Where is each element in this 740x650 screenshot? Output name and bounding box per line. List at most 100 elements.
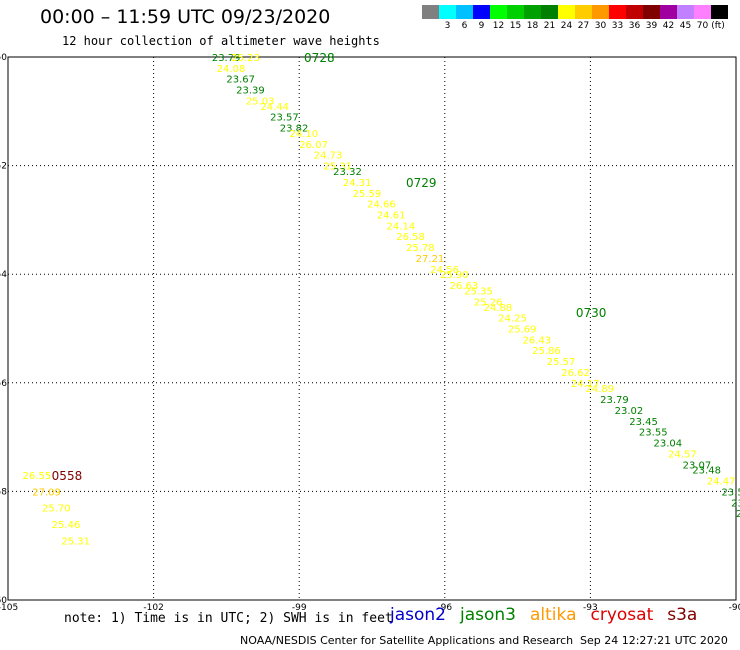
swh-data-label: 24.10 bbox=[289, 129, 318, 140]
y-tick-label: -52 bbox=[0, 162, 7, 172]
legend-cryosat: cryosat bbox=[590, 605, 654, 625]
swh-data-label: 23.55 bbox=[639, 428, 668, 439]
colorbar-swatch bbox=[711, 5, 728, 19]
x-tick-label: -90 bbox=[729, 603, 740, 610]
swh-data-label: 25.70 bbox=[42, 504, 71, 515]
y-tick-label: -56 bbox=[0, 379, 7, 389]
swh-data-label: 24.89 bbox=[586, 384, 615, 395]
colorbar-swatch bbox=[694, 5, 711, 19]
swh-data-label: 23.02 bbox=[615, 406, 644, 417]
swh-data-label: 25.23 bbox=[231, 53, 260, 64]
track-time-label: 0728 bbox=[304, 51, 335, 65]
x-tick-label: -105 bbox=[0, 603, 18, 610]
swh-data-label: 23.79 bbox=[600, 395, 629, 406]
swh-data-label: 25.90 bbox=[440, 270, 469, 281]
swh-data-label: 24.56 bbox=[430, 265, 459, 276]
colorbar-swatch bbox=[490, 5, 507, 19]
colorbar-tick-label: 27 bbox=[577, 21, 590, 31]
colorbar-swatch bbox=[575, 5, 592, 19]
legend-jason2: jason2 bbox=[390, 605, 446, 625]
colorbar-tick-label: 12 bbox=[492, 21, 505, 31]
swh-data-label: 23.07 bbox=[683, 460, 712, 471]
x-tick-label: -102 bbox=[143, 603, 163, 610]
swh-data-label: 24.73 bbox=[314, 151, 343, 162]
legend-s3a: s3a bbox=[667, 605, 698, 625]
y-tick-label: -60 bbox=[0, 596, 7, 606]
colorbar-tick-label: 6 bbox=[461, 21, 468, 31]
swh-data-label: 27.09 bbox=[32, 487, 61, 498]
colorbar-swatch bbox=[524, 5, 541, 19]
colorbar-labels: 3 6 9 12 15 18 21 24 27 30 33 36 39 42 45 70 (ft) bbox=[422, 19, 740, 31]
swh-data-label: 25.26 bbox=[474, 297, 503, 308]
colorbar-swatch bbox=[558, 5, 575, 19]
swh-data-label: 25.78 bbox=[406, 243, 435, 254]
swh-data-label: 24.25 bbox=[498, 314, 527, 325]
units-note: note: 1) Time is in UTC; 2) SWH is in fe… bbox=[64, 611, 393, 626]
credit-line: NOAA/NESDIS Center for Satellite Applica… bbox=[240, 634, 574, 647]
swh-data-label: 25.31 bbox=[323, 162, 352, 173]
colorbar-swatch bbox=[643, 5, 660, 19]
x-tick-label: -99 bbox=[292, 603, 307, 610]
colorbar-swatch bbox=[439, 5, 456, 19]
swh-data-label: 26.55 bbox=[23, 471, 52, 482]
swh-data-label: 25.57 bbox=[547, 357, 576, 368]
colorbar-tick-label: 36 bbox=[628, 21, 641, 31]
swh-data-label: 24.66 bbox=[367, 200, 396, 211]
swh-data-label: 24.31 bbox=[343, 178, 372, 189]
swh-data-label: 24.61 bbox=[377, 210, 406, 221]
colorbar-tick-label: 21 bbox=[543, 21, 556, 31]
swh-data-label: 23.45 bbox=[629, 417, 658, 428]
colorbar-swatches bbox=[422, 5, 740, 19]
swh-data-label: 23.82 bbox=[280, 124, 309, 135]
swh-data-label: 25.86 bbox=[532, 346, 561, 357]
swh-data-label: 24.17 bbox=[571, 379, 600, 390]
y-tick-label: -50 bbox=[0, 53, 7, 63]
colorbar-tick-label: 24 bbox=[560, 21, 573, 31]
colorbar-swatch bbox=[507, 5, 524, 19]
swh-data-label: 25.69 bbox=[508, 325, 537, 336]
chart-title: 00:00 – 11:59 UTC 09/23/2020 bbox=[40, 6, 331, 28]
swh-data-label: 25.46 bbox=[52, 520, 81, 531]
y-tick-label: -58 bbox=[0, 487, 7, 497]
generated-timestamp: Sep 24 12:27:21 UTC 2020 bbox=[580, 634, 728, 647]
swh-data-label: 23.32 bbox=[333, 167, 362, 178]
swh-data-label: 26.63 bbox=[450, 281, 479, 292]
swh-data-label: 26.58 bbox=[396, 232, 425, 243]
colorbar-tick-label: 42 bbox=[662, 21, 675, 31]
chart-subtitle: 12 hour collection of altimeter wave hei… bbox=[62, 34, 380, 48]
swh-data-label: 23 bbox=[736, 509, 740, 520]
swh-data-label: 24.44 bbox=[260, 102, 289, 113]
colorbar-swatch bbox=[609, 5, 626, 19]
swh-data-label: 24.88 bbox=[484, 303, 513, 314]
legend-altika: altika bbox=[530, 605, 577, 625]
colorbar-unit-label: (ft) bbox=[711, 21, 725, 31]
swh-data-label: 24.47 bbox=[707, 477, 736, 488]
track-time-label: 0558 bbox=[52, 469, 83, 483]
colorbar-swatch bbox=[456, 5, 473, 19]
track-time-label: 0729 bbox=[406, 176, 437, 190]
colorbar-tick-label: 3 bbox=[444, 21, 451, 31]
colorbar-swatch bbox=[660, 5, 677, 19]
colorbar-tick-label: 39 bbox=[645, 21, 658, 31]
swh-data-label: 25.35 bbox=[464, 286, 493, 297]
colorbar-swatch bbox=[626, 5, 643, 19]
swh-data-label: 23.48 bbox=[692, 466, 721, 477]
y-tick-label: -54 bbox=[0, 270, 7, 280]
colorbar-swatch bbox=[677, 5, 694, 19]
colorbar-tick-label: 70 bbox=[696, 21, 709, 31]
colorbar-tick-label: 45 bbox=[679, 21, 692, 31]
swh-data-label: 24.08 bbox=[217, 64, 246, 75]
legend-jason3: jason3 bbox=[460, 605, 516, 625]
colorbar-tick-label: 30 bbox=[594, 21, 607, 31]
colorbar-tick-label: 18 bbox=[526, 21, 539, 31]
swh-data-label: 25.59 bbox=[353, 189, 382, 200]
colorbar-tick-label: 15 bbox=[509, 21, 522, 31]
swh-data-label: 24.14 bbox=[387, 221, 416, 232]
swh-data-label: 23.04 bbox=[653, 439, 682, 450]
wave-height-map: -105 -102 -99 -96 -93 -90 -50 -52 -54 -56 -58 -60 23… bbox=[0, 51, 740, 610]
colorbar-swatch bbox=[422, 5, 439, 19]
swh-data-label: 25.31 bbox=[61, 536, 90, 547]
colorbar-tick-label: 33 bbox=[611, 21, 624, 31]
swh-data-label: 27.21 bbox=[416, 254, 445, 265]
colorbar-legend: 3 6 9 12 15 18 21 24 27 30 33 36 39 42 45 70 (ft) bbox=[422, 5, 740, 31]
